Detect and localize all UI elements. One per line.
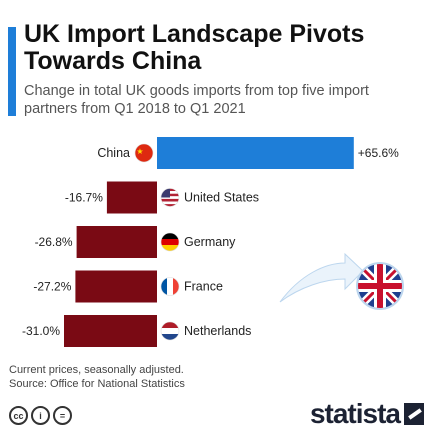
china-flag-icon: ★ xyxy=(134,143,154,163)
chart-subtitle: Change in total UK goods imports from to… xyxy=(24,83,369,117)
category-label-france: France xyxy=(184,280,223,294)
united-kingdom-flag-icon xyxy=(356,262,404,310)
chart-title: UK Import Landscape Pivots Towards China xyxy=(24,20,365,75)
bar-france xyxy=(75,270,157,303)
value-label-united-states: -16.7% xyxy=(65,191,103,205)
category-label-germany: Germany xyxy=(184,235,236,249)
cc-icon: cc xyxy=(9,406,28,425)
value-label-netherlands: -31.0% xyxy=(22,324,60,338)
germany-flag-icon xyxy=(160,232,180,252)
footnote-source: Source: Office for National Statistics xyxy=(9,378,185,390)
bar-united-states xyxy=(106,181,157,214)
title-accent-bar xyxy=(8,27,16,116)
statista-logo-mark xyxy=(404,403,424,425)
value-label-germany: -26.8% xyxy=(35,235,73,249)
category-label-united-states: United States xyxy=(184,191,259,205)
category-label-netherlands: Netherlands xyxy=(184,324,251,338)
france-flag-icon xyxy=(160,277,180,296)
brand-name: statista xyxy=(309,398,401,429)
united-states-flag-icon xyxy=(160,188,180,207)
no-derivatives-icon: = xyxy=(53,406,72,425)
attribution-icon: i xyxy=(31,406,50,425)
uk-import-arrow xyxy=(279,252,364,303)
bar-china xyxy=(157,137,354,169)
footnote: Current prices, seasonally adjusted. Sou… xyxy=(9,363,185,391)
netherlands-flag-icon xyxy=(160,321,180,341)
footnote-note: Current prices, seasonally adjusted. xyxy=(9,364,184,376)
value-label-france: -27.2% xyxy=(33,280,71,294)
bar-germany xyxy=(76,226,157,258)
category-label-china: China xyxy=(97,146,130,160)
license-icons: cc i = xyxy=(9,406,72,425)
svg-text:★: ★ xyxy=(136,147,143,156)
value-label-china: +65.6% xyxy=(358,146,399,160)
bar-chart: +65.6% China ★ -16.7% United States -26.8% Ger… xyxy=(22,137,404,347)
statista-logo: statista xyxy=(310,398,424,430)
bar-netherlands xyxy=(64,315,157,347)
